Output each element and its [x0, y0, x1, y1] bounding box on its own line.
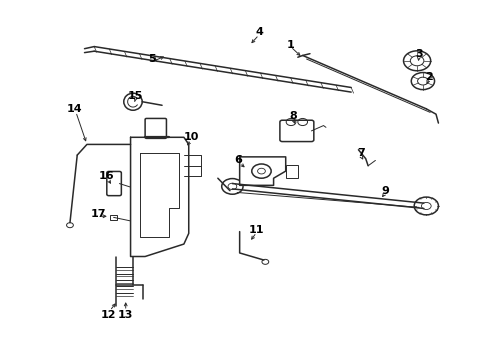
- Text: 13: 13: [118, 310, 133, 320]
- Text: 9: 9: [380, 186, 388, 196]
- Text: 15: 15: [127, 91, 143, 102]
- Text: 14: 14: [67, 104, 82, 114]
- Polygon shape: [239, 157, 285, 185]
- Text: 4: 4: [255, 27, 263, 37]
- Text: 10: 10: [183, 132, 199, 142]
- Text: 6: 6: [234, 156, 242, 166]
- Polygon shape: [130, 137, 188, 257]
- Text: 1: 1: [286, 40, 294, 50]
- Text: 2: 2: [424, 72, 432, 82]
- Text: 8: 8: [288, 111, 296, 121]
- Text: 16: 16: [98, 171, 114, 181]
- Text: 11: 11: [248, 225, 264, 235]
- Text: 17: 17: [90, 209, 105, 219]
- Text: 7: 7: [356, 148, 364, 158]
- Text: 12: 12: [101, 310, 116, 320]
- Text: 5: 5: [148, 54, 156, 64]
- Text: 3: 3: [414, 49, 422, 59]
